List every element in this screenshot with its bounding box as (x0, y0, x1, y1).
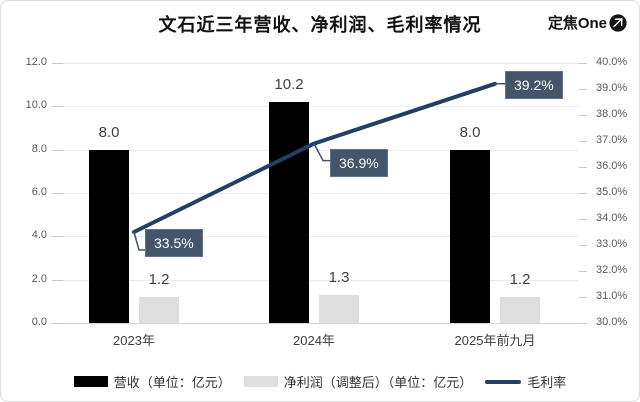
legend-swatch-bar (243, 376, 278, 387)
callout-connector (313, 143, 330, 162)
left-axis-tick-label: 10.0 (25, 99, 47, 112)
legend-label: 净利润（调整后）（单位：亿元） (283, 375, 473, 390)
right-axis-tickmark (579, 63, 587, 64)
gridline (63, 323, 579, 324)
revenue-bar-value-label: 8.0 (459, 123, 481, 141)
right-axis-tickmark (579, 245, 587, 246)
right-axis-tickmark (579, 193, 587, 194)
right-axis-tick-label: 33.0% (596, 238, 628, 250)
gridline (63, 236, 579, 238)
revenue-bar (89, 149, 129, 323)
revenue-bar-value-label: 10.2 (274, 76, 304, 93)
right-axis-tick-label: 39.0% (596, 82, 628, 94)
margin-callout-label: 36.9% (330, 148, 388, 177)
left-axis-tickmark (52, 323, 63, 324)
right-axis-tick-label: 32.0% (596, 264, 628, 276)
legend-label: 营收（单位：亿元） (113, 375, 231, 390)
right-axis-tickmark (579, 115, 587, 116)
gridline (63, 149, 579, 151)
legend-label: 毛利率 (527, 375, 567, 390)
legend-item: 营收（单位：亿元） (73, 372, 231, 391)
left-axis-tick-label: 8.0 (31, 142, 47, 155)
right-axis-tickmark (579, 297, 587, 298)
margin-callout-label: 33.5% (145, 229, 203, 257)
left-axis-tick-label: 4.0 (31, 229, 47, 242)
legend-item: 净利润（调整后）（单位：亿元） (243, 372, 473, 391)
gridline (63, 106, 579, 108)
margin-callout-label: 39.2% (505, 70, 563, 99)
profit-bar-value-label: 1.2 (148, 271, 170, 288)
brand-text: 定焦One (547, 15, 607, 32)
right-axis-tickmark (579, 219, 587, 220)
revenue-bar-value-label: 8.0 (98, 123, 120, 141)
left-axis-tick-label: 12.0 (25, 56, 47, 68)
left-axis-tickmark (52, 236, 63, 238)
legend-item: 毛利率 (485, 372, 566, 391)
gridline (63, 63, 579, 64)
left-axis-tick-label: 0.0 (31, 316, 47, 328)
revenue-bar (450, 149, 490, 323)
profit-bar (139, 297, 179, 323)
gridline (63, 279, 579, 281)
legend: 营收（单位：亿元） 净利润（调整后）（单位：亿元） 毛利率 (1, 372, 639, 391)
chart-title: 文石近三年营收、净利润、毛利率情况 (158, 15, 482, 35)
left-axis-tickmark (52, 106, 63, 108)
right-axis-tick-label: 31.0% (596, 290, 628, 302)
gridline (63, 193, 579, 194)
right-axis-tick-label: 38.0% (596, 108, 628, 120)
right-axis-tickmark (579, 89, 587, 90)
brand-watermark: 定焦One (548, 12, 627, 33)
left-axis-tick-label: 2.0 (31, 272, 47, 285)
right-axis-tick-label: 40.0% (596, 56, 628, 68)
x-axis-label: 2024年 (293, 333, 335, 348)
legend-swatch-line (485, 379, 522, 384)
left-axis-tickmark (52, 63, 63, 64)
profit-bar-value-label: 1.3 (328, 268, 350, 286)
left-axis-tickmark (52, 149, 63, 151)
right-axis-tickmark (579, 271, 587, 272)
profit-bar (319, 294, 359, 323)
right-axis-tickmark (579, 167, 587, 168)
profit-bar (500, 297, 540, 323)
right-axis-tick-label: 30.0% (596, 316, 628, 328)
left-axis-tickmark (52, 193, 63, 194)
right-axis-tick-label: 36.0% (596, 160, 628, 172)
revenue-bar (269, 102, 309, 323)
x-axis-label: 2023年 (113, 333, 155, 348)
x-axis-label: 2025年前九月 (454, 333, 536, 348)
right-axis-tickmark (579, 141, 587, 142)
profit-bar-value-label: 1.2 (509, 271, 531, 288)
right-axis-tick-label: 37.0% (596, 134, 628, 146)
right-axis-tick-label: 35.0% (596, 186, 628, 198)
callout-connector (133, 231, 145, 251)
right-axis-tick-label: 34.0% (596, 212, 628, 224)
left-axis-tickmark (52, 279, 63, 281)
legend-swatch-bar (73, 376, 108, 387)
brand-logo-icon (609, 13, 627, 32)
right-axis-tickmark (579, 323, 587, 324)
left-axis-tick-label: 6.0 (31, 186, 47, 198)
